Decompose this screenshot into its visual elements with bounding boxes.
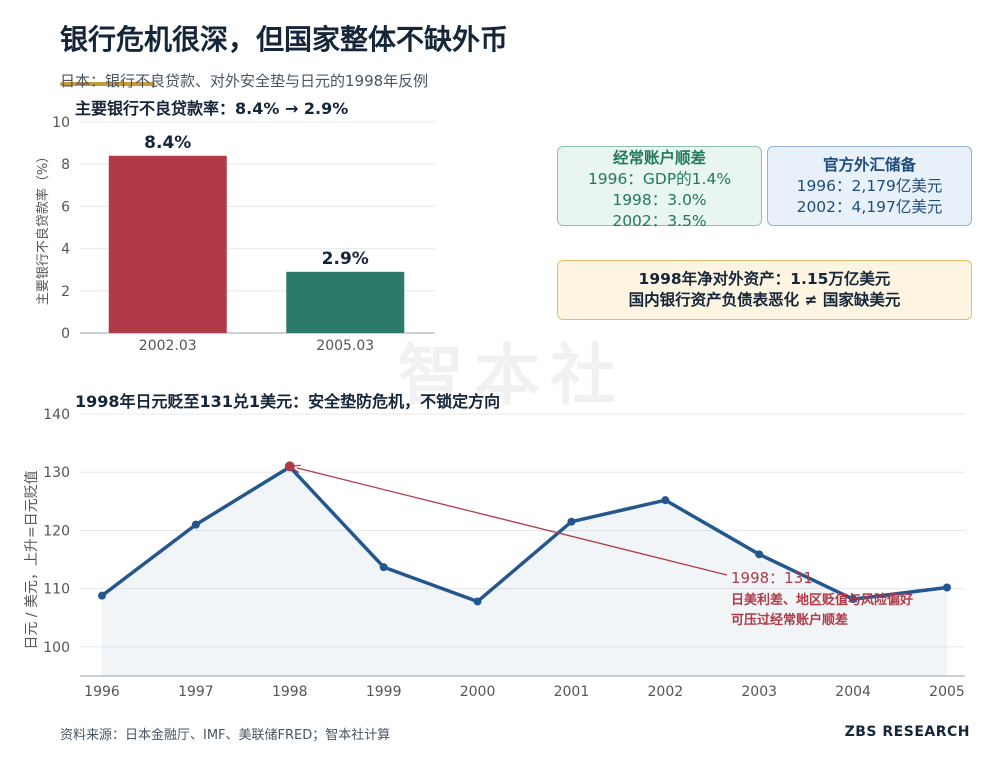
current-account-line: 1998：3.0% — [612, 191, 707, 209]
watermark: 智本社 — [398, 337, 626, 414]
net-assets-line: 国内银行资产负债表恶化 ≠ 国家缺美元 — [628, 291, 901, 309]
annotation-arrowhead — [289, 464, 301, 474]
series-line — [100, 465, 948, 604]
reserves-head: 官方外汇储备 — [822, 156, 916, 174]
line-area — [102, 466, 947, 676]
y-tick-label: 140 — [43, 407, 70, 423]
x-tick-label: 1997 — [178, 684, 214, 700]
data-point — [567, 517, 576, 526]
chart-title: 银行危机很深，但国家整体不缺外币 — [60, 23, 509, 56]
current-account-line: 1996：GDP的1.4% — [587, 170, 732, 188]
x-tick-label: 2002 — [648, 684, 684, 700]
net-assets-box: 1998年净对外资产：1.15万亿美元 国内银行资产负债表恶化 ≠ 国家缺美元 — [557, 260, 972, 320]
data-point — [755, 550, 764, 559]
line-chart: 100 110 120 130 140 1996 1997 1998 1999 2000 2001 2… — [24, 407, 965, 700]
data-point — [849, 595, 858, 604]
y-tick-label: 100 — [43, 640, 70, 656]
bar-chart: 0 2 4 6 8 10 8.4% 2002.03 2.9% 2005.03 主要银行不良贷款率（%… — [35, 115, 435, 354]
x-tick-label: 2002.03 — [139, 338, 197, 354]
bar — [108, 155, 227, 333]
reserves-box: 官方外汇储备 1996：2,179亿美元 2002：4,197亿美元 — [767, 146, 972, 226]
x-tick-label: 2001 — [554, 684, 590, 700]
data-point — [473, 597, 482, 606]
data-point — [943, 583, 951, 592]
x-tick-label: 2004 — [835, 684, 871, 700]
bar-value-label: 2.9% — [322, 249, 369, 269]
x-tick-label: 2003 — [741, 684, 777, 700]
current-account-head: 经常账户顺差 — [612, 149, 706, 167]
annotation-text: 日美利差、地区贬值与风险偏好 — [731, 592, 913, 608]
net-assets-line: 1998年净对外资产：1.15万亿美元 — [638, 270, 891, 288]
annotation-arrow — [296, 467, 728, 576]
current-account-line: 2002：3.5% — [612, 212, 707, 230]
annotation-text: 1998：131 — [731, 569, 813, 587]
y-tick-label: 0 — [61, 326, 70, 342]
x-tick-label: 1996 — [84, 684, 120, 700]
y-axis-label: 主要银行不良贷款率（%） — [35, 150, 51, 305]
y-tick-label: 110 — [43, 582, 70, 598]
data-point — [661, 496, 670, 505]
x-tick-label: 1998 — [272, 684, 308, 700]
annotation-text: 可压过经常账户顺差 — [731, 612, 848, 628]
x-tick-label: 2005 — [929, 684, 965, 700]
current-account-box: 经常账户顺差 1996：GDP的1.4% 1998：3.0% 2002：3.5% — [557, 146, 762, 230]
y-tick-label: 4 — [61, 242, 70, 258]
bar-value-label: 8.4% — [144, 133, 191, 153]
x-tick-label: 1999 — [366, 684, 402, 700]
line-section-title: 1998年日元贬至131兑1美元：安全垫防危机，不锁定方向 — [75, 392, 501, 411]
x-tick-label: 2000 — [460, 684, 496, 700]
x-tick-label: 2005.03 — [316, 338, 374, 354]
y-tick-label: 120 — [43, 523, 70, 539]
bar-section-title: 主要银行不良贷款率：8.4% → 2.9% — [75, 99, 349, 118]
y-tick-label: 8 — [61, 157, 70, 173]
reserves-line: 2002：4,197亿美元 — [796, 198, 943, 216]
y-tick-label: 130 — [43, 465, 70, 481]
y-tick-label: 6 — [61, 199, 70, 215]
data-point — [98, 591, 106, 600]
data-point — [191, 520, 200, 529]
y-axis-label: 日元 / 美元，上升=日元贬值 — [24, 470, 40, 649]
brand-label: ZBS RESEARCH — [844, 724, 970, 740]
reserves-line: 1996：2,179亿美元 — [796, 177, 943, 195]
data-point — [379, 563, 388, 572]
bar — [286, 271, 405, 333]
chart-subtitle: 日本：银行不良贷款、对外安全垫与日元的1998年反例 — [60, 72, 429, 90]
y-tick-label: 2 — [61, 284, 70, 300]
y-tick-label: 10 — [52, 115, 70, 131]
source-note: 资料来源：日本金融厅、IMF、美联储FRED；智本社计算 — [60, 728, 391, 743]
subtitle-underline — [60, 82, 155, 86]
